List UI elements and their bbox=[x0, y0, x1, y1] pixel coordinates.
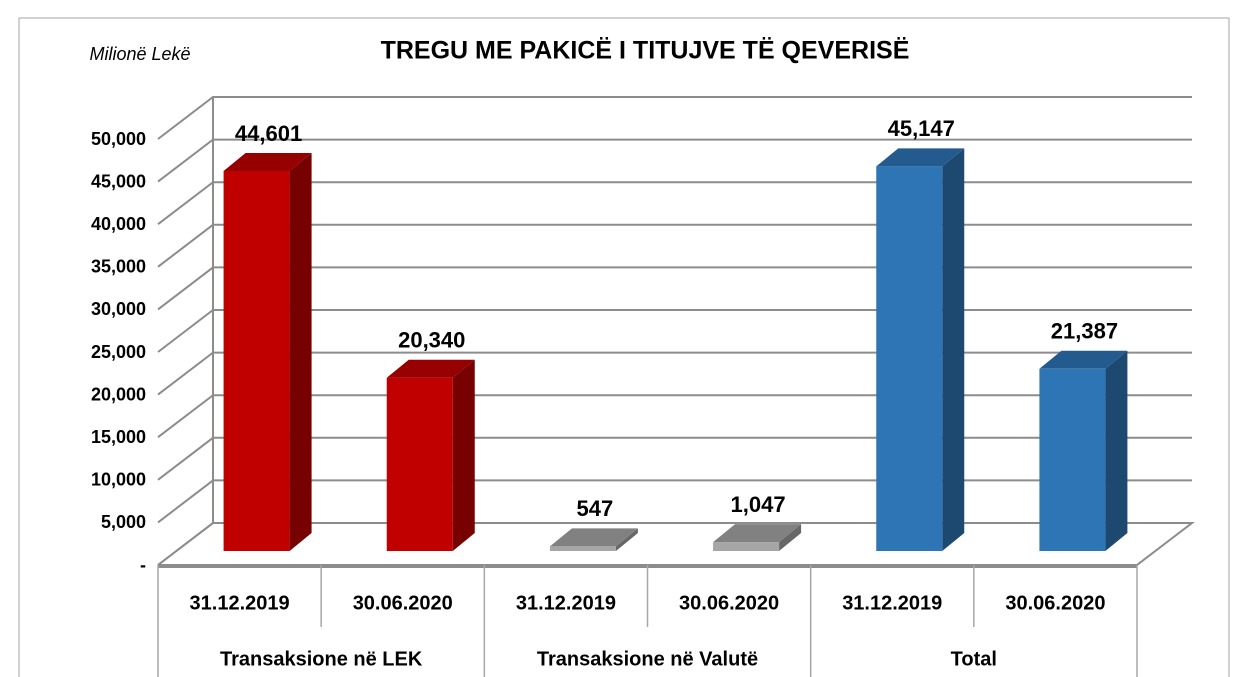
bar bbox=[713, 542, 780, 551]
x-tick-label: 31.12.2019 bbox=[842, 592, 942, 614]
y-tick-label: 40,000 bbox=[91, 214, 146, 234]
grid-line bbox=[157, 479, 1192, 524]
y-tick-label: 20,000 bbox=[91, 384, 146, 404]
grid-line bbox=[157, 522, 1192, 566]
bar bbox=[223, 170, 290, 551]
bar-top bbox=[386, 359, 475, 378]
y-tick-label: - bbox=[140, 555, 146, 575]
grid-line bbox=[157, 351, 1192, 396]
y-tick-label: 25,000 bbox=[91, 342, 146, 362]
bar-side bbox=[1105, 350, 1128, 551]
bar-top bbox=[713, 524, 802, 543]
y-tick-label: 15,000 bbox=[91, 427, 146, 447]
bar-top bbox=[1039, 350, 1128, 369]
grid-line bbox=[157, 436, 1192, 481]
chart-border bbox=[18, 17, 1230, 677]
group-label: Transaksione në Valutë bbox=[537, 648, 758, 670]
group-label: Total bbox=[951, 648, 997, 670]
bar-side bbox=[452, 359, 475, 551]
grid-line bbox=[157, 394, 1192, 438]
bar-top bbox=[223, 152, 312, 171]
x-tick-label: 30.06.2020 bbox=[1005, 592, 1105, 614]
grid-line bbox=[157, 96, 1192, 140]
bar-top bbox=[549, 528, 638, 547]
x-tick-label: 31.12.2019 bbox=[516, 592, 616, 614]
value-label: 20,340 bbox=[398, 328, 465, 353]
value-label: 21,387 bbox=[1051, 319, 1118, 344]
grid-line bbox=[157, 266, 1192, 311]
grid-line bbox=[157, 223, 1192, 268]
y-axis-label: Milionë Lekë bbox=[89, 44, 190, 64]
bar-side bbox=[779, 524, 802, 551]
bar-side bbox=[942, 148, 965, 551]
y-tick-label: 30,000 bbox=[91, 299, 146, 319]
x-tick-label: 30.06.2020 bbox=[679, 592, 779, 614]
y-tick-label: 5,000 bbox=[101, 512, 146, 532]
value-label: 547 bbox=[577, 496, 614, 521]
value-label: 1,047 bbox=[731, 492, 786, 517]
bar bbox=[386, 377, 453, 551]
value-label: 44,601 bbox=[235, 121, 302, 146]
group-label: Transaksione në LEK bbox=[220, 648, 423, 670]
floor bbox=[158, 522, 1195, 566]
grid-line bbox=[157, 138, 1192, 183]
bar-side bbox=[289, 152, 312, 551]
bar-side bbox=[615, 528, 638, 551]
bar bbox=[1039, 368, 1106, 551]
y-tick-label: 35,000 bbox=[91, 257, 146, 277]
bar-top bbox=[876, 148, 965, 167]
y-tick-label: 45,000 bbox=[91, 171, 146, 191]
bar bbox=[876, 166, 943, 551]
grid-line bbox=[157, 309, 1192, 353]
x-tick-label: 30.06.2020 bbox=[353, 592, 453, 614]
value-label: 45,147 bbox=[888, 116, 955, 141]
y-tick-label: 50,000 bbox=[91, 129, 146, 149]
chart-title: TREGU ME PAKICË I TITUJVE TË QEVERISË bbox=[381, 37, 910, 65]
x-tick-label: 31.12.2019 bbox=[190, 592, 290, 614]
grid-line bbox=[157, 181, 1192, 225]
bar bbox=[549, 546, 616, 551]
y-tick-label: 10,000 bbox=[91, 470, 146, 490]
